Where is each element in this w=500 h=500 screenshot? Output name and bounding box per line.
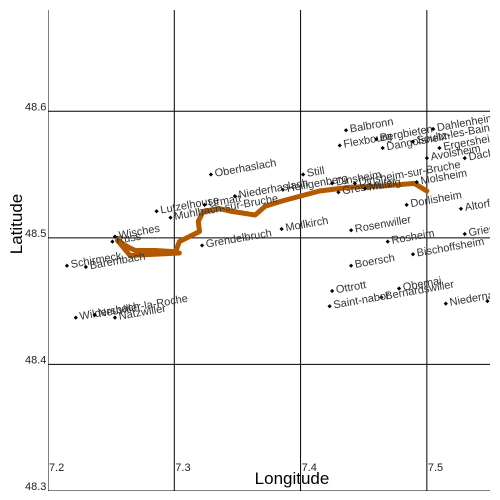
town-point bbox=[385, 239, 390, 244]
town-point bbox=[485, 299, 490, 304]
town-label: Still bbox=[306, 165, 326, 180]
x-tick-label: 7.2 bbox=[49, 462, 64, 474]
town-point bbox=[462, 155, 467, 161]
town-point bbox=[458, 206, 464, 211]
town-label: Altorf bbox=[464, 198, 492, 214]
town-point bbox=[330, 181, 335, 186]
town-point bbox=[337, 143, 342, 148]
y-axis-label: Latitude bbox=[7, 194, 26, 255]
town-point bbox=[462, 231, 467, 237]
town-point bbox=[352, 181, 357, 186]
town-point bbox=[232, 193, 238, 199]
town-point bbox=[414, 180, 419, 185]
y-tick-label: 48.4 bbox=[25, 354, 46, 366]
town-point bbox=[343, 128, 349, 133]
town-point bbox=[199, 243, 205, 248]
town-point bbox=[202, 202, 207, 208]
town-point bbox=[327, 304, 332, 309]
town-point bbox=[280, 187, 286, 192]
town-point bbox=[410, 139, 416, 144]
town-point bbox=[348, 263, 354, 268]
x-axis-label: Longitude bbox=[255, 469, 330, 488]
y-tick-label: 48.6 bbox=[25, 101, 46, 113]
town-point bbox=[279, 226, 284, 232]
town-point bbox=[112, 234, 118, 239]
town-point bbox=[168, 215, 173, 220]
town-point bbox=[300, 172, 306, 177]
town-point bbox=[379, 295, 384, 300]
x-tick-label: 7.4 bbox=[302, 462, 317, 474]
y-tick-label: 48.5 bbox=[25, 228, 46, 240]
town-point bbox=[336, 190, 341, 195]
route-line bbox=[114, 180, 430, 259]
town-point bbox=[110, 239, 115, 244]
town-point bbox=[443, 301, 448, 306]
town-point bbox=[154, 209, 159, 214]
town-point bbox=[380, 145, 385, 151]
town-point bbox=[208, 172, 214, 177]
town-point bbox=[330, 288, 335, 294]
town-point bbox=[396, 286, 402, 291]
town-point bbox=[404, 202, 409, 208]
town-point bbox=[348, 228, 354, 233]
town-label: Russ bbox=[115, 231, 142, 247]
x-tick-label: 7.3 bbox=[175, 462, 190, 474]
town-point bbox=[362, 186, 368, 191]
town-point bbox=[410, 252, 416, 257]
town-point bbox=[374, 136, 379, 142]
x-tick-label: 7.5 bbox=[428, 462, 443, 474]
y-tick-label: 48.3 bbox=[25, 481, 46, 493]
town-point bbox=[437, 145, 442, 151]
town-label: Urmatt bbox=[207, 193, 242, 211]
town-label: Ottrott bbox=[335, 279, 367, 296]
town-label: Mutzig bbox=[368, 176, 402, 193]
town-point bbox=[424, 155, 429, 161]
